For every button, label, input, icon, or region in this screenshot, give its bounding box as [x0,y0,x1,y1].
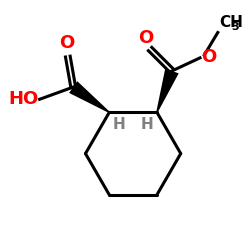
Text: O: O [59,34,74,52]
Text: H: H [112,116,125,132]
Text: H: H [141,116,154,132]
Polygon shape [156,68,179,112]
Text: CH: CH [219,15,243,30]
Text: 3: 3 [232,22,239,32]
Text: O: O [201,48,216,66]
Polygon shape [69,81,110,113]
Text: O: O [138,29,154,47]
Text: HO: HO [8,90,38,108]
